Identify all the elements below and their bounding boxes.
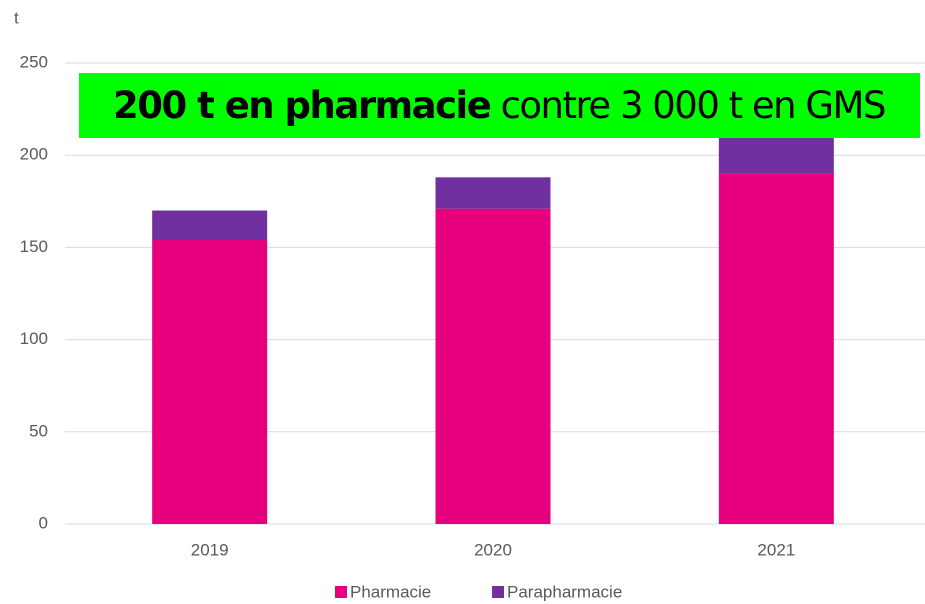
legend-swatch xyxy=(492,586,504,598)
x-tick-label: 2020 xyxy=(474,540,512,559)
bar-segment xyxy=(152,210,268,241)
bar-segment xyxy=(435,208,551,524)
y-tick-label: 0 xyxy=(39,513,48,532)
bar-segment xyxy=(152,240,268,525)
annotation-text: contre 3 000 t en GMS xyxy=(501,84,885,127)
y-tick-label: 100 xyxy=(20,329,48,348)
x-tick-label: 2021 xyxy=(757,540,795,559)
legend-label: Parapharmacie xyxy=(507,582,622,601)
y-tick-label: 250 xyxy=(20,52,48,71)
y-tick-label: 200 xyxy=(20,145,48,164)
y-tick-label: 150 xyxy=(20,237,48,256)
x-tick-label: 2019 xyxy=(191,540,229,559)
bar-segment xyxy=(435,177,551,209)
annotation: 200 t en pharmacie contre 3 000 t en GMS xyxy=(113,84,885,127)
bar-segment xyxy=(718,173,834,524)
bar-segment xyxy=(718,136,834,174)
legend-label: Pharmacie xyxy=(350,582,431,601)
y-axis-label: t xyxy=(14,8,19,27)
y-tick-label: 50 xyxy=(29,421,48,440)
legend-swatch xyxy=(335,586,347,598)
annotation-box xyxy=(79,73,920,138)
annotation-bold: 200 t en pharmacie xyxy=(113,84,491,127)
